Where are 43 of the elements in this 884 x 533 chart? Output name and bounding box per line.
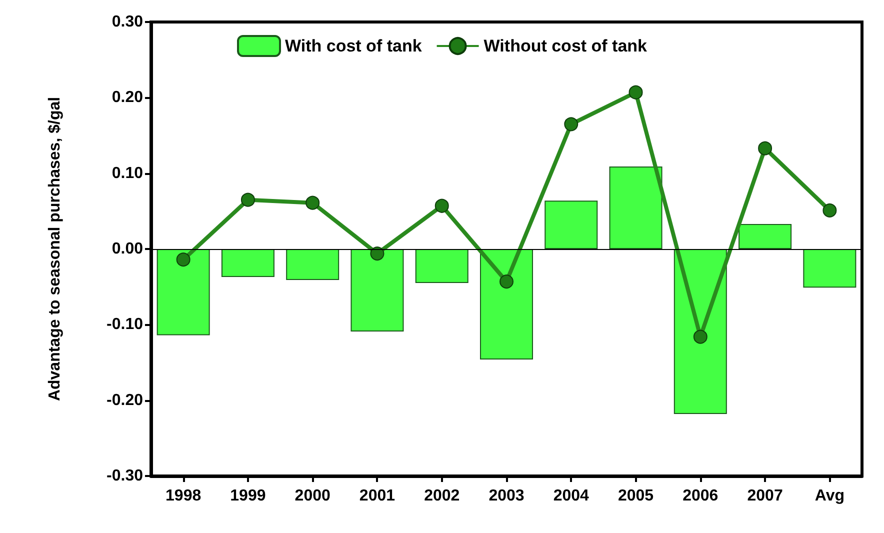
y-tick-label: -0.20 [106, 392, 144, 409]
point [176, 252, 190, 267]
y-tick-label: 0.30 [112, 14, 144, 30]
point [628, 85, 643, 100]
x-tick-label: 2000 [294, 488, 330, 504]
x-tick-label: 2006 [682, 488, 718, 504]
x-tick-label: Avg [814, 488, 844, 504]
point [693, 330, 708, 344]
legend-label: With cost of tank [284, 36, 422, 56]
point [306, 196, 320, 210]
y-tick-label: 0.10 [112, 164, 144, 182]
bar [674, 249, 727, 414]
x-tick-label: 1998 [166, 488, 202, 504]
point [434, 198, 449, 213]
point [564, 117, 578, 132]
point [370, 246, 384, 261]
y-tick-label: -0.10 [106, 316, 144, 334]
x-tick-label: 1999 [230, 488, 266, 504]
y-tick-label: 0.20 [112, 89, 144, 106]
x-tick-label: 2007 [747, 488, 783, 504]
point [500, 274, 514, 289]
legend-label: Without cost of tank [484, 36, 648, 56]
x-tick-label: 2001 [359, 488, 396, 504]
bar [415, 249, 468, 284]
point [822, 203, 837, 218]
bar [221, 249, 274, 277]
point [240, 192, 255, 207]
point [758, 141, 772, 156]
bar [286, 249, 340, 280]
y-tick-label: 0.00 [112, 240, 144, 258]
y-axis-title: Advantage to seasonal purchases, $/gal [46, 96, 64, 402]
bar [803, 249, 856, 288]
x-tick-label: 2002 [424, 488, 460, 504]
bar [156, 249, 210, 336]
bar [350, 249, 404, 332]
bar [609, 166, 662, 249]
x-tick-label: 2003 [488, 488, 524, 504]
y-tick-label: -0.30 [106, 468, 144, 484]
bar [738, 224, 792, 249]
x-tick-label: 2004 [553, 488, 590, 504]
bar [544, 200, 598, 249]
x-tick-label: 2005 [618, 488, 654, 504]
bar [480, 249, 533, 360]
